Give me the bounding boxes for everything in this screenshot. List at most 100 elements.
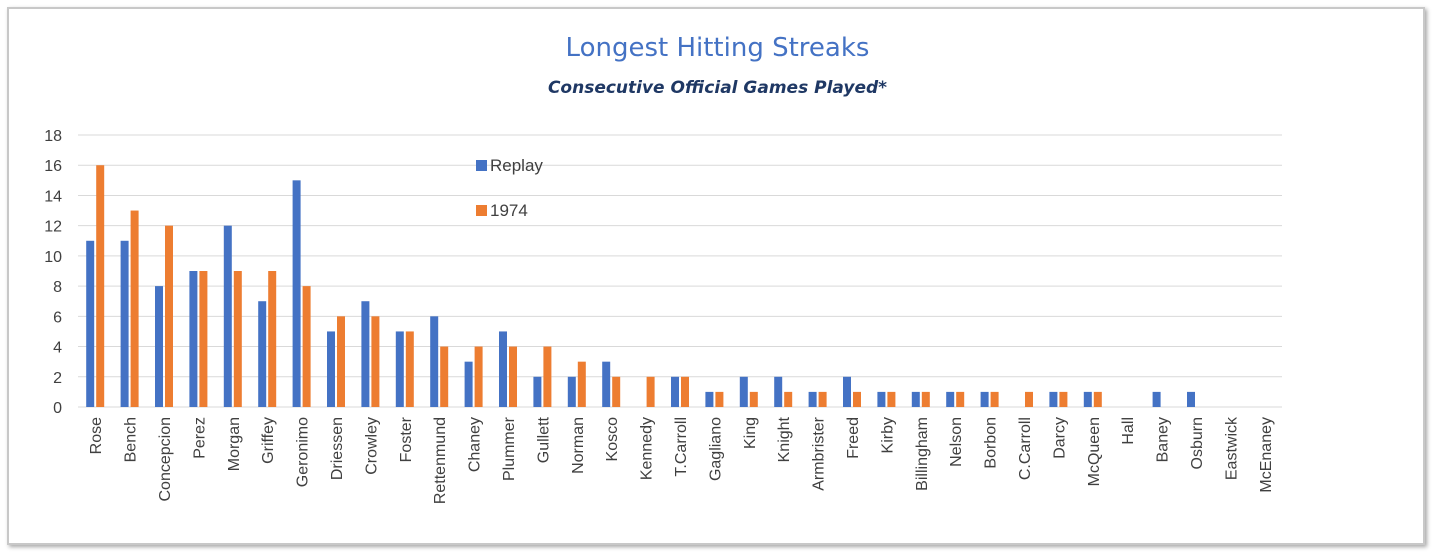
bar-replay-chaney [464, 361, 473, 407]
legend-label: Replay [490, 156, 543, 175]
bar-replay-concepcion [155, 286, 163, 407]
x-tick-label: Rose [88, 417, 105, 454]
bar-replay-baney [1152, 391, 1161, 407]
bar-1974-concepcion [165, 225, 173, 407]
bar-1974-darcy [1059, 391, 1068, 407]
bar-replay-driessen [327, 331, 335, 407]
bar-1974-nelson [956, 391, 965, 407]
bar-1974-t-carroll [681, 376, 689, 407]
bar-replay-gullett [533, 376, 542, 407]
chart-frame [7, 7, 1425, 545]
y-tick-label: 18 [44, 128, 62, 145]
x-tick-label: Freed [845, 417, 862, 459]
bar-replay-perez [189, 271, 198, 407]
x-tick-label: Kosco [604, 417, 621, 462]
x-tick-label: Gullett [535, 416, 552, 463]
bar-1974-norman [577, 361, 586, 407]
x-tick-label: Knight [776, 416, 793, 462]
x-tick-label: Morgan [226, 417, 243, 471]
x-tick-label: McQueen [1086, 417, 1103, 486]
bar-replay-freed [843, 376, 851, 407]
bar-1974-griffey [268, 271, 277, 407]
x-tick-label: Rettenmund [432, 417, 449, 504]
legend-swatch [476, 160, 487, 171]
bar-replay-norman [567, 376, 576, 407]
x-tick-label: Baney [1155, 417, 1172, 462]
bar-replay-rose [86, 240, 95, 407]
y-tick-label: 10 [44, 249, 62, 266]
bar-replay-foster [395, 331, 404, 407]
bar-replay-plummer [499, 331, 507, 407]
x-tick-label: Perez [191, 417, 208, 459]
y-tick-label: 12 [44, 219, 62, 236]
bar-replay-kosco [602, 361, 611, 407]
x-tick-label: T.Carroll [673, 417, 690, 477]
bar-replay-t-carroll [671, 376, 679, 407]
legend: Replay 1974 [476, 156, 543, 220]
x-tick-label: Darcy [1051, 417, 1068, 459]
x-tick-label: Billingham [914, 417, 931, 491]
bar-1974-plummer [509, 346, 517, 407]
bar-replay-griffey [258, 301, 267, 407]
bar-replay-mcqueen [1083, 391, 1092, 407]
y-tick-label: 4 [53, 340, 62, 357]
bar-replay-armbrister [808, 391, 817, 407]
chart-subtitle: Consecutive Official Games Played* [547, 78, 888, 98]
x-tick-label: Crowley [363, 417, 380, 475]
y-tick-label: 0 [53, 400, 62, 417]
y-tick-label: 16 [44, 158, 62, 175]
y-tick-label: 6 [53, 309, 62, 326]
bar-1974-gullett [543, 346, 552, 407]
bar-1974-rettenmund [440, 346, 449, 407]
bar-1974-mcqueen [1093, 391, 1102, 407]
bar-1974-geronimo [302, 286, 311, 407]
x-tick-label: Nelson [948, 417, 965, 467]
bar-1974-borbon [990, 391, 999, 407]
x-tick-label: Kirby [879, 417, 896, 453]
y-tick-label: 2 [53, 370, 62, 387]
bar-replay-morgan [223, 225, 232, 407]
bar-1974-freed [853, 391, 861, 407]
y-axis: 0 2 4 6 8 10 12 14 16 18 [44, 128, 62, 417]
x-tick-label: Borbon [983, 417, 1000, 469]
bar-replay-rettenmund [430, 316, 439, 407]
bar-1974-rose [96, 165, 105, 407]
bar-1974-driessen [337, 316, 345, 407]
bar-replay-king [739, 376, 748, 407]
x-tick-label: Griffey [260, 417, 277, 464]
bar-1974-c-carroll [1025, 391, 1033, 407]
x-tick-label: McEnaney [1258, 417, 1275, 493]
bars [86, 165, 1195, 407]
bar-1974-armbrister [818, 391, 827, 407]
bar-1974-crowley [371, 316, 380, 407]
bar-1974-billingham [921, 391, 930, 407]
x-tick-label: Armbrister [811, 416, 828, 490]
x-axis: Rose Bench Concepcion Perez Morgan Griffey Ger… [88, 416, 1275, 504]
x-tick-label: Gagliano [707, 417, 724, 481]
x-tick-label: Bench [123, 417, 140, 462]
legend-swatch [476, 205, 487, 216]
bar-replay-crowley [361, 301, 370, 407]
bar-1974-king [749, 391, 758, 407]
bar-1974-foster [405, 331, 414, 407]
bar-1974-gagliano [715, 391, 724, 407]
y-tick-label: 14 [44, 188, 62, 205]
bar-replay-gagliano [705, 391, 714, 407]
x-tick-label: Osburn [1189, 417, 1206, 469]
bar-1974-morgan [233, 271, 242, 407]
legend-label: 1974 [490, 201, 528, 220]
x-tick-label: C.Carroll [1017, 417, 1034, 480]
bar-replay-nelson [946, 391, 955, 407]
bar-1974-perez [199, 271, 208, 407]
bar-1974-bench [130, 210, 139, 407]
bar-replay-kirby [877, 391, 886, 407]
bar-replay-borbon [980, 391, 989, 407]
y-tick-label: 8 [53, 279, 62, 296]
x-tick-label: Plummer [501, 416, 518, 481]
x-tick-label: Kennedy [639, 417, 656, 480]
bar-replay-billingham [911, 391, 920, 407]
bar-replay-geronimo [292, 180, 301, 407]
bar-replay-darcy [1049, 391, 1058, 407]
x-tick-label: Chaney [467, 417, 484, 472]
